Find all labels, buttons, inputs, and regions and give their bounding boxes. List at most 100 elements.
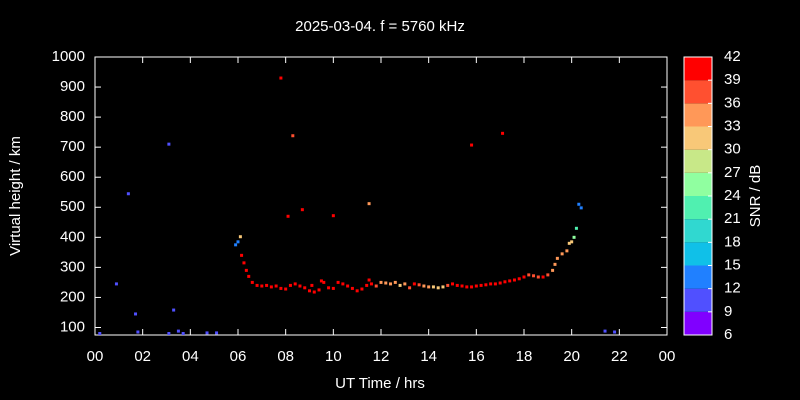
x-tick-label: 00 (87, 348, 104, 365)
point (279, 286, 283, 290)
point (579, 206, 583, 210)
point (532, 274, 536, 278)
point (331, 214, 335, 218)
point (269, 285, 273, 289)
point (493, 282, 497, 286)
point (436, 286, 440, 290)
point (555, 256, 559, 260)
point (560, 252, 564, 256)
point (460, 284, 464, 288)
point (384, 281, 388, 285)
y-tick-label: 600 (60, 168, 85, 185)
point (331, 286, 335, 290)
point (613, 330, 617, 334)
point (244, 268, 248, 272)
point (470, 143, 474, 147)
point (172, 308, 176, 312)
point (234, 243, 238, 247)
point (422, 284, 426, 288)
point (341, 282, 345, 286)
y-tick-label: 900 (60, 78, 85, 95)
point (367, 202, 371, 206)
y-axis-label: Virtual height / km (7, 136, 24, 256)
point (215, 331, 219, 335)
colorbar-band (684, 149, 712, 173)
colorbar-tick-label: 36 (724, 94, 741, 111)
point (247, 274, 251, 278)
colorbar-band (684, 219, 712, 243)
colorbar-tick-label: 24 (724, 187, 741, 204)
point (403, 282, 407, 286)
point (274, 284, 278, 288)
colorbar-tick-label: 42 (724, 48, 741, 65)
point (603, 329, 607, 333)
point (567, 241, 571, 245)
colorbar-band (684, 311, 712, 335)
x-tick-label: 20 (563, 348, 580, 365)
colorbar-tick-label: 27 (724, 164, 741, 181)
point (300, 208, 304, 212)
point (503, 280, 507, 284)
y-tick-label: 700 (60, 138, 85, 155)
point (517, 277, 521, 281)
y-tick-label: 100 (60, 318, 85, 335)
point (374, 284, 378, 288)
y-tick-label: 300 (60, 258, 85, 275)
point (572, 235, 576, 239)
colorbar-tick-label: 15 (724, 256, 741, 273)
point (350, 286, 354, 290)
point (265, 283, 269, 287)
colorbar-band (684, 196, 712, 220)
point (360, 287, 364, 291)
point (346, 284, 350, 288)
y-tick-label: 800 (60, 108, 85, 125)
point (114, 282, 118, 286)
y-tick-label: 500 (60, 198, 85, 215)
point (501, 131, 505, 135)
point (389, 282, 393, 286)
chart-title: 2025-03-04. f = 5760 kHz (295, 18, 465, 35)
point (522, 275, 526, 279)
point (553, 262, 557, 266)
point (134, 312, 138, 316)
colorbar-band (684, 103, 712, 127)
point (369, 282, 373, 286)
point (408, 286, 412, 290)
point (541, 275, 545, 279)
point (126, 192, 130, 196)
point (474, 284, 478, 288)
x-axis-label: UT Time / hrs (335, 375, 425, 392)
point (236, 240, 240, 244)
plot-frame (94, 56, 668, 336)
colorbar-band (684, 265, 712, 289)
point (181, 331, 185, 335)
point (284, 287, 288, 291)
point (336, 280, 340, 284)
point (365, 283, 369, 287)
point (242, 261, 246, 265)
point (489, 282, 493, 286)
point (286, 214, 290, 218)
point (498, 281, 502, 285)
point (319, 279, 323, 283)
point (167, 331, 171, 335)
point (512, 278, 516, 282)
point (451, 282, 454, 286)
colorbar-band (684, 57, 712, 81)
colorbar-tick-label: 39 (724, 71, 741, 88)
point (293, 282, 297, 286)
colorbar-band (684, 242, 712, 266)
point (255, 283, 259, 287)
x-tick-label: 08 (277, 348, 294, 365)
point (279, 76, 283, 80)
point (427, 285, 431, 289)
x-tick-label: 04 (182, 348, 199, 365)
point (136, 330, 140, 334)
x-tick-label: 00 (659, 348, 676, 365)
colorbar-band (684, 288, 712, 312)
x-tick-label: 14 (420, 348, 437, 365)
colorbar-tick-label: 21 (724, 210, 741, 227)
point (238, 235, 242, 239)
point (455, 283, 459, 287)
